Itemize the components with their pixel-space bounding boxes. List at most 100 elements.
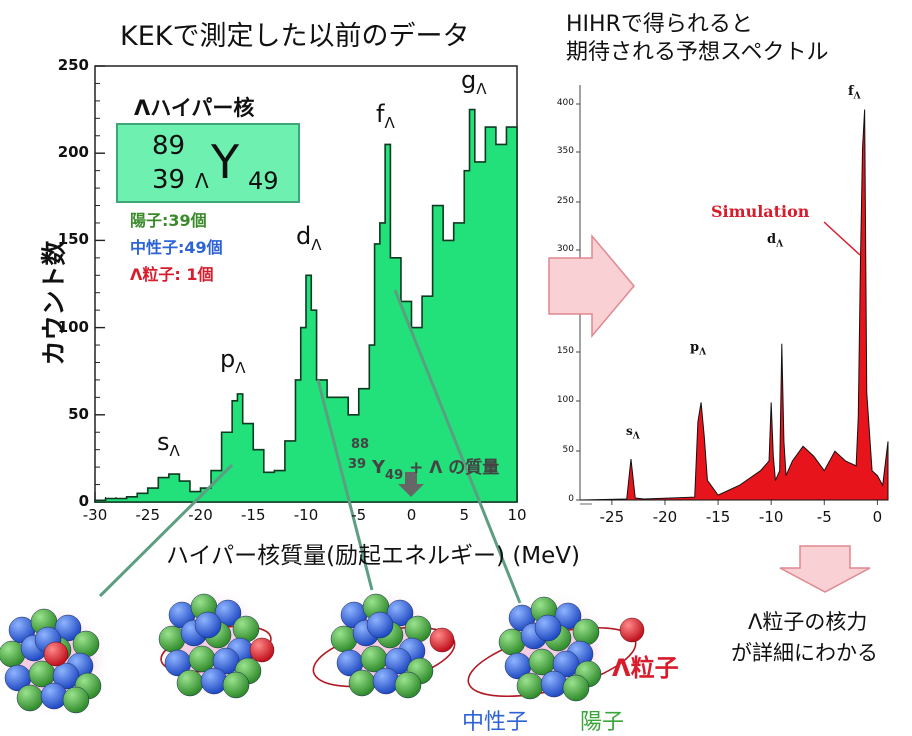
right-xtick-label: -20	[652, 508, 678, 526]
right-ytick-label: 400	[556, 98, 574, 108]
neutron-ball	[534, 614, 562, 642]
proton-ball	[62, 686, 90, 714]
right-y-ticks	[576, 103, 580, 501]
peak-label-d: dΛ	[296, 222, 322, 254]
nucleus-symbol-box: 89 39 Λ Y 49	[116, 123, 300, 203]
nucleus-p-state	[154, 587, 275, 703]
neutron-ball	[52, 662, 80, 690]
left-xtick-label: -20	[188, 506, 213, 524]
connector-f	[393, 289, 522, 604]
left-ytick-label: 250	[57, 56, 89, 74]
proton-ball	[516, 672, 544, 700]
proton-ball	[330, 625, 358, 653]
right-peak-label-f: fΛ	[848, 84, 861, 102]
neutron-ball	[386, 599, 414, 627]
left-y-ticks	[95, 65, 105, 503]
neutron-ball	[200, 667, 228, 695]
right-chart-title-line2: 期待される予想スペクトル	[566, 40, 829, 65]
peak-label-p: pΛ	[220, 345, 246, 377]
left-ytick-label: 50	[68, 404, 89, 423]
neutron-ball	[372, 667, 400, 695]
left-chart-title: KEKで測定した以前のデータ	[120, 21, 470, 52]
left-ytick-label: 150	[57, 230, 89, 249]
proton-ball	[72, 630, 100, 658]
proton-ball	[222, 671, 250, 699]
left-xtick-label: -10	[293, 506, 319, 524]
right-xtick-label: 0	[872, 508, 883, 526]
proton-ball	[572, 618, 600, 646]
left-ytick-label: 0	[78, 492, 89, 510]
proton-ball	[16, 684, 44, 712]
simulation-pointer	[823, 221, 861, 256]
hypernucleus-title: Λハイパー核	[134, 96, 255, 120]
connector-p	[98, 463, 234, 598]
right-ytick-label: 0	[568, 494, 574, 504]
right-xtick-label: -5	[816, 508, 832, 526]
right-xtick-label: -15	[705, 508, 731, 526]
right-ytick-label: 50	[562, 445, 574, 455]
left-xtick-label: -5	[351, 506, 367, 524]
left-xtick-label: 0	[406, 506, 417, 524]
left-xtick-label: -30	[82, 506, 108, 524]
arrow-down-icon	[779, 545, 871, 593]
connector-d	[316, 379, 374, 591]
proton-ball	[176, 669, 204, 697]
neutron-ball	[366, 611, 394, 639]
peak-label-f: fΛ	[376, 100, 395, 132]
right-ytick-label: 300	[556, 244, 574, 254]
left-ytick-label: 100	[57, 317, 89, 336]
left-xtick-label: 5	[459, 506, 470, 524]
legend-proton: 陽子	[580, 710, 625, 735]
right-simulation-area	[579, 109, 889, 501]
neutron-count: 中性子:49個	[130, 238, 223, 257]
nucleus-f-state	[467, 590, 645, 706]
neutron-ball	[214, 599, 242, 627]
left-ytick-label: 200	[57, 143, 89, 162]
right-ytick-label: 150	[556, 346, 574, 356]
proton-count: 陽子:39個	[130, 211, 207, 230]
right-chart-title-line1: HIHRで得られると	[566, 12, 753, 37]
proton-ball	[404, 615, 432, 643]
legend-neutron: 中性子	[462, 710, 529, 735]
right-xtick-label: -10	[758, 508, 784, 526]
left-xtick-label: -15	[241, 506, 266, 524]
lambda-ball	[619, 617, 645, 643]
core-mass-annotation: 88 39 Y49 + Λ の質量	[348, 437, 500, 483]
right-ytick-label: 100	[556, 395, 574, 405]
legend-lambda: Λ粒子	[612, 654, 679, 682]
simulation-label: Simulation	[711, 202, 810, 221]
neutron-ball	[212, 647, 240, 675]
left-histogram-area	[94, 108, 518, 503]
proton-ball	[498, 628, 526, 656]
proton-ball	[158, 625, 186, 653]
peak-label-g: gΛ	[461, 66, 487, 98]
neutron-ball	[40, 682, 68, 710]
neutron-ball	[554, 602, 582, 630]
lambda-count: Λ粒子: 1個	[130, 265, 214, 284]
nucleus-d-state	[312, 587, 456, 703]
left-xtick-label: -25	[135, 506, 161, 524]
proton-ball	[348, 669, 376, 697]
peak-label-s: sΛ	[157, 428, 180, 460]
right-ytick-label: 350	[556, 146, 574, 156]
lambda-ball	[249, 637, 275, 663]
neutron-ball	[540, 670, 568, 698]
right-x-ticks	[611, 500, 878, 505]
nucleus-s-state	[0, 602, 110, 718]
proton-ball	[232, 615, 260, 643]
core-mass-arrow-icon	[398, 472, 424, 497]
lambda-ball	[429, 627, 455, 653]
right-peak-label-s: sΛ	[626, 424, 640, 442]
proton-ball	[562, 674, 590, 702]
right-ytick-label: 250	[556, 196, 574, 206]
neutron-ball	[552, 650, 580, 678]
conclusion-line1: Λ粒子の核力	[748, 610, 868, 634]
neutron-ball	[54, 614, 82, 642]
arrow-right-icon	[548, 233, 635, 339]
right-peak-label-d: dΛ	[767, 232, 784, 250]
right-xtick-label: -25	[599, 508, 625, 526]
left-x-axis-label: ハイパー核質量(励起エネルギー) (MeV)	[166, 543, 581, 569]
neutron-ball	[194, 611, 222, 639]
right-peak-label-p: pΛ	[690, 340, 707, 358]
neutron-ball	[384, 647, 412, 675]
